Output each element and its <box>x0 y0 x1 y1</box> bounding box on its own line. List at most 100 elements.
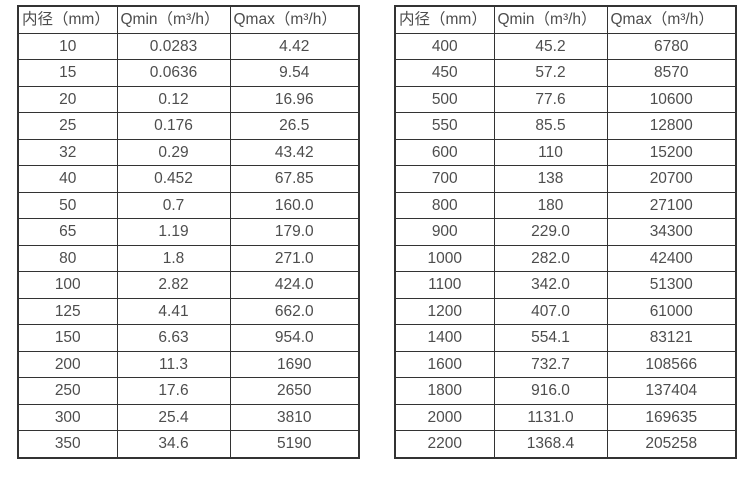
table-row: 2000 1131.0 169635 <box>394 403 737 431</box>
cell: 12800 <box>606 112 737 140</box>
cell: 271.0 <box>229 244 360 272</box>
table-row: 1600 732.7 108566 <box>394 350 737 378</box>
cell: 34.6 <box>116 430 231 458</box>
cell: 40 <box>17 165 118 193</box>
cell: 27100 <box>606 191 737 219</box>
table-row: 1200 407.0 61000 <box>394 297 737 325</box>
cell: 342.0 <box>493 271 608 299</box>
cell: 85.5 <box>493 112 608 140</box>
cell: 15200 <box>606 138 737 166</box>
cell: 350 <box>17 430 118 458</box>
cell: 0.452 <box>116 165 231 193</box>
table-row: 300 25.4 3810 <box>17 403 360 431</box>
cell: 0.7 <box>116 191 231 219</box>
cell: 1.19 <box>116 218 231 246</box>
cell: 20700 <box>606 165 737 193</box>
cell: 57.2 <box>493 59 608 87</box>
table-row: 2200 1368.4 205258 <box>394 430 737 458</box>
cell: 80 <box>17 244 118 272</box>
cell: 250 <box>17 377 118 405</box>
table-row: 400 45.2 6780 <box>394 32 737 60</box>
cell: 550 <box>394 112 495 140</box>
column-header: Qmax（m³/h） <box>229 5 360 34</box>
cell: 110 <box>493 138 608 166</box>
table-row: 15 0.0636 9.54 <box>17 59 360 87</box>
header-row: 内径（mm） Qmin（m³/h） Qmax（m³/h） <box>394 5 737 34</box>
cell: 407.0 <box>493 297 608 325</box>
cell: 3810 <box>229 403 360 431</box>
cell: 20 <box>17 85 118 113</box>
cell: 65 <box>17 218 118 246</box>
cell: 1200 <box>394 297 495 325</box>
cell: 43.42 <box>229 138 360 166</box>
cell: 1131.0 <box>493 403 608 431</box>
cell: 8570 <box>606 59 737 87</box>
cell: 0.176 <box>116 112 231 140</box>
cell: 1100 <box>394 271 495 299</box>
cell: 61000 <box>606 297 737 325</box>
cell: 1000 <box>394 244 495 272</box>
cell: 0.29 <box>116 138 231 166</box>
table-row: 50 0.7 160.0 <box>17 191 360 219</box>
cell: 67.85 <box>229 165 360 193</box>
table-row: 550 85.5 12800 <box>394 112 737 140</box>
table-row: 20 0.12 16.96 <box>17 85 360 113</box>
table-row: 900 229.0 34300 <box>394 218 737 246</box>
cell: 2.82 <box>116 271 231 299</box>
table-row: 700 138 20700 <box>394 165 737 193</box>
table-row: 1800 916.0 137404 <box>394 377 737 405</box>
table-row: 800 180 27100 <box>394 191 737 219</box>
cell: 15 <box>17 59 118 87</box>
cell: 1690 <box>229 350 360 378</box>
column-header: 内径（mm） <box>17 5 118 34</box>
cell: 554.1 <box>493 324 608 352</box>
cell: 2650 <box>229 377 360 405</box>
table-row: 350 34.6 5190 <box>17 430 360 458</box>
cell: 800 <box>394 191 495 219</box>
cell: 200 <box>17 350 118 378</box>
table-row: 500 77.6 10600 <box>394 85 737 113</box>
table-row: 150 6.63 954.0 <box>17 324 360 352</box>
cell: 16.96 <box>229 85 360 113</box>
cell: 732.7 <box>493 350 608 378</box>
cell: 1.8 <box>116 244 231 272</box>
cell: 662.0 <box>229 297 360 325</box>
cell: 5190 <box>229 430 360 458</box>
cell: 179.0 <box>229 218 360 246</box>
cell: 83121 <box>606 324 737 352</box>
table-row: 100 2.82 424.0 <box>17 271 360 299</box>
cell: 45.2 <box>493 32 608 60</box>
table-row: 25 0.176 26.5 <box>17 112 360 140</box>
cell: 700 <box>394 165 495 193</box>
column-header: Qmax（m³/h） <box>606 5 737 34</box>
cell: 300 <box>17 403 118 431</box>
column-header: Qmin（m³/h） <box>116 5 231 34</box>
spec-tables-container: 内径（mm） Qmin（m³/h） Qmax（m³/h） 10 0.0283 4.42 15… <box>17 5 737 459</box>
cell: 6.63 <box>116 324 231 352</box>
table-row: 200 11.3 1690 <box>17 350 360 378</box>
cell: 2200 <box>394 430 495 458</box>
cell: 954.0 <box>229 324 360 352</box>
cell: 229.0 <box>493 218 608 246</box>
cell: 424.0 <box>229 271 360 299</box>
table-row: 600 110 15200 <box>394 138 737 166</box>
cell: 34300 <box>606 218 737 246</box>
table-row: 1000 282.0 42400 <box>394 244 737 272</box>
cell: 26.5 <box>229 112 360 140</box>
cell: 100 <box>17 271 118 299</box>
cell: 500 <box>394 85 495 113</box>
column-header: 内径（mm） <box>394 5 495 34</box>
cell: 4.41 <box>116 297 231 325</box>
table-row: 1400 554.1 83121 <box>394 324 737 352</box>
table-row: 1100 342.0 51300 <box>394 271 737 299</box>
cell: 6780 <box>606 32 737 60</box>
cell: 600 <box>394 138 495 166</box>
cell: 900 <box>394 218 495 246</box>
cell: 916.0 <box>493 377 608 405</box>
cell: 282.0 <box>493 244 608 272</box>
cell: 42400 <box>606 244 737 272</box>
table-row: 40 0.452 67.85 <box>17 165 360 193</box>
table-row: 125 4.41 662.0 <box>17 297 360 325</box>
cell: 400 <box>394 32 495 60</box>
cell: 205258 <box>606 430 737 458</box>
